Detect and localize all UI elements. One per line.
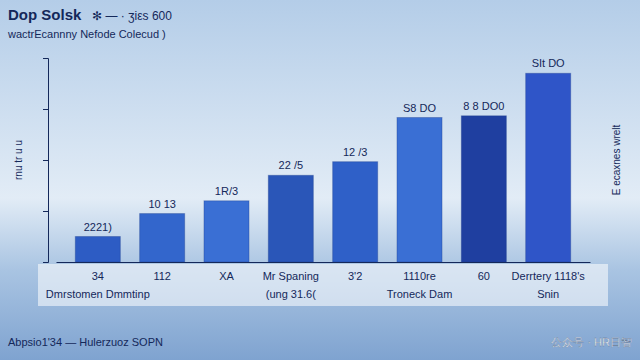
- x-tick-label: 1110re: [403, 270, 436, 282]
- x-tick: 34: [92, 270, 104, 282]
- bar: [461, 116, 506, 262]
- bar-label: 10 13: [148, 198, 176, 210]
- bar-label: 12 /3: [343, 146, 367, 158]
- y-tick: [43, 109, 48, 110]
- bar: [204, 201, 249, 262]
- y-tick-mark: [43, 160, 48, 161]
- x-tick: 112: [153, 270, 171, 282]
- x-tick-label: Derrtery 1118's: [512, 270, 586, 282]
- x-tick-label: Mr Spaning: [263, 270, 319, 282]
- x-tick: Derrtery 1118's: [512, 270, 586, 282]
- bar: [75, 237, 120, 263]
- bar-label: 2221): [84, 221, 112, 233]
- chart: 34 112 XA Mr Spaning 3'2 1110re 60 Derrtery 111…: [0, 0, 640, 360]
- x-tick-label: 34: [92, 270, 104, 282]
- y-tick-mark: [43, 58, 48, 59]
- title-note: ✻ — · ʒiεs 600: [92, 9, 172, 23]
- bars: [75, 73, 570, 262]
- x-axis: 34 112 XA Mr Spaning 3'2 1110re 60 Derrtery 111…: [57, 263, 591, 282]
- x-tick: 3'2: [348, 270, 362, 282]
- bar: [397, 118, 442, 263]
- y-tick-mark: [43, 262, 48, 263]
- y-tick: [43, 160, 48, 161]
- bar-label: 22 /5: [279, 159, 303, 171]
- sub-label: Snin: [537, 288, 559, 300]
- y-axis: [43, 59, 49, 263]
- x-tick: 60: [478, 270, 490, 282]
- x-tick: 1110re: [403, 270, 436, 282]
- bar-label: 1R/3: [215, 185, 238, 197]
- sub-label: Troneck Dam: [387, 288, 453, 300]
- background: [0, 0, 640, 360]
- y-tick-mark: [43, 211, 48, 212]
- x-tick-label: 60: [478, 270, 490, 282]
- bar-label: 8 8 DO0: [463, 100, 504, 112]
- x-tick: XA: [219, 270, 234, 282]
- y-tick: [43, 211, 48, 212]
- bar: [140, 214, 185, 262]
- sub-label: Dmrstomen Dmmtinp: [46, 288, 150, 300]
- x-tick-label: XA: [219, 270, 234, 282]
- y-tick: [43, 58, 48, 59]
- y-tick: [43, 262, 48, 263]
- y-tick-mark: [43, 109, 48, 110]
- y-axis-line: [43, 59, 49, 263]
- sub-label: (ung 31.6(: [266, 288, 316, 300]
- watermark: 公众号 · HR日智: [551, 336, 632, 348]
- y-axis-title: rnu tr u u: [13, 140, 24, 180]
- subtitle: wactrEcannny Nefode Colecud ): [7, 28, 166, 40]
- footer: Abpsio1'34 — Hulerzuoz SOPN: [8, 336, 163, 348]
- bar: [526, 73, 571, 262]
- bar: [268, 175, 313, 262]
- x-axis-line: [57, 262, 591, 263]
- label-strip: [38, 264, 608, 306]
- right-label: E ecaxnes wrelt: [611, 124, 622, 195]
- title: Dop Solsk: [8, 6, 82, 23]
- bar-label: SIt DO: [532, 57, 565, 69]
- x-tick-label: 3'2: [348, 270, 362, 282]
- x-tick-label: 112: [153, 270, 171, 282]
- x-tick: Mr Spaning: [263, 270, 319, 282]
- bar: [333, 162, 378, 262]
- bar-label: S8 DO: [403, 102, 436, 114]
